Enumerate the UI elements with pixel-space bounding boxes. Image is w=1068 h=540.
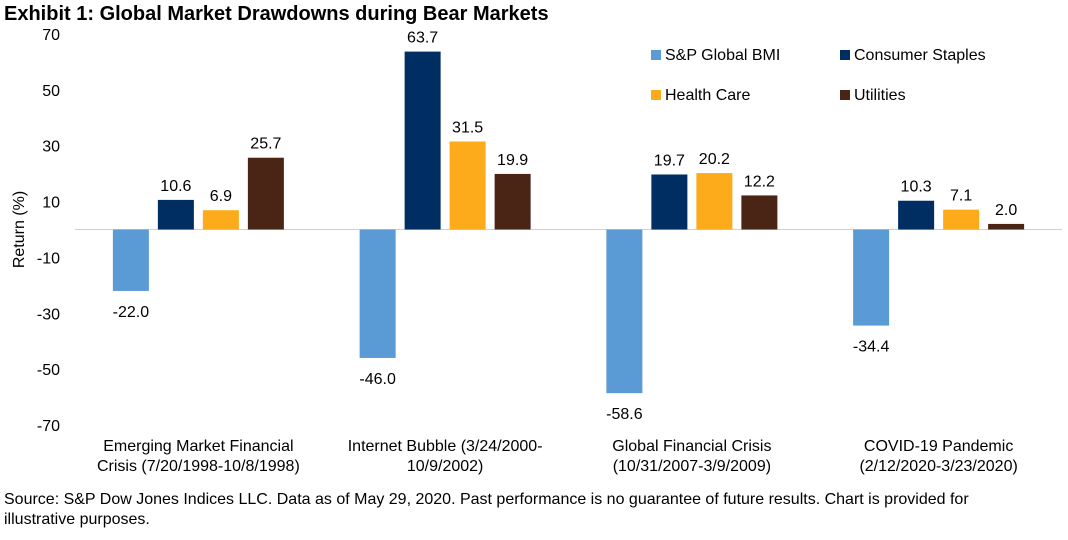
data-labels: -22.0 10.6 6.9 25.7 -46.0 63.7 31.5 19.9 -58.6 19…: [113, 30, 1018, 424]
data-label: 12.2: [744, 173, 775, 190]
legend-label: S&P Global BMI: [665, 47, 780, 64]
category-label: (2/12/2020-3/23/2020): [859, 458, 1017, 475]
data-label: -46.0: [359, 371, 396, 388]
legend-swatch: [651, 90, 661, 100]
bar-health-care: [202, 210, 239, 230]
bar-chart: Return (%) 70 50 30 10 -10 -30 -50 -70 -22.0 10.…: [11, 27, 1062, 475]
data-label: 10.6: [160, 178, 191, 195]
bars: [112, 51, 1025, 394]
bar-health-care: [449, 141, 486, 230]
bar-utilities: [247, 157, 284, 230]
bar-s-p-global-bmi: [112, 229, 149, 291]
category-label: (10/31/2007-3/9/2009): [613, 458, 771, 475]
bar-s-p-global-bmi: [606, 229, 643, 394]
bar-utilities: [494, 173, 531, 230]
category-label: Internet Bubble (3/24/2000-: [348, 438, 543, 455]
bar-s-p-global-bmi: [853, 229, 890, 326]
y-tick-label: 70: [42, 27, 60, 44]
y-axis-ticks: 70 50 30 10 -10 -30 -50 -70: [37, 27, 60, 435]
data-label: 6.9: [210, 188, 232, 205]
legend-label: Utilities: [854, 87, 906, 104]
data-label: 2.0: [995, 202, 1017, 219]
data-label: -34.4: [853, 339, 890, 356]
data-label: -22.0: [113, 304, 150, 321]
data-label: 7.1: [950, 188, 972, 205]
bar-consumer-staples: [404, 51, 441, 230]
data-label: 31.5: [452, 120, 483, 137]
data-label: 19.9: [497, 152, 528, 169]
y-tick-label: -10: [37, 250, 60, 267]
bar-health-care: [943, 209, 980, 230]
y-tick-label: -70: [37, 418, 60, 435]
bar-s-p-global-bmi: [359, 229, 396, 358]
legend-label: Consumer Staples: [854, 47, 986, 64]
data-label: 25.7: [250, 136, 281, 153]
category-label: COVID-19 Pandemic: [864, 438, 1013, 455]
bar-consumer-staples: [157, 199, 194, 230]
category-label: 10/9/2002): [407, 458, 484, 475]
y-tick-label: 10: [42, 195, 60, 212]
bar-consumer-staples: [651, 174, 688, 230]
legend-swatch: [651, 50, 661, 60]
bar-consumer-staples: [898, 200, 935, 230]
bar-utilities: [741, 195, 778, 230]
data-label: 20.2: [699, 151, 730, 168]
data-label: 19.7: [654, 152, 685, 169]
y-tick-label: -30: [37, 306, 60, 323]
category-label: Emerging Market Financial: [103, 438, 293, 455]
data-label: -58.6: [606, 406, 643, 423]
y-axis-label: Return (%): [11, 191, 28, 268]
data-label: 10.3: [901, 179, 932, 196]
legend-swatch: [840, 90, 850, 100]
legend: S&P Global BMI Consumer Staples Health Car…: [651, 47, 986, 104]
data-label: 63.7: [407, 30, 438, 47]
y-tick-label: -50: [37, 362, 60, 379]
source-footnote: Source: S&P Dow Jones Indices LLC. Data …: [4, 491, 969, 528]
chart-title: Exhibit 1: Global Market Drawdowns durin…: [4, 3, 549, 25]
bar-utilities: [988, 223, 1025, 230]
legend-swatch: [840, 50, 850, 60]
bar-health-care: [696, 173, 733, 230]
y-tick-label: 50: [42, 83, 60, 100]
category-label: Crisis (7/20/1998-10/8/1998): [97, 458, 300, 475]
category-labels: Emerging Market Financial Crisis (7/20/19…: [97, 438, 1018, 475]
legend-label: Health Care: [665, 87, 750, 104]
category-label: Global Financial Crisis: [612, 438, 771, 455]
y-tick-label: 30: [42, 139, 60, 156]
